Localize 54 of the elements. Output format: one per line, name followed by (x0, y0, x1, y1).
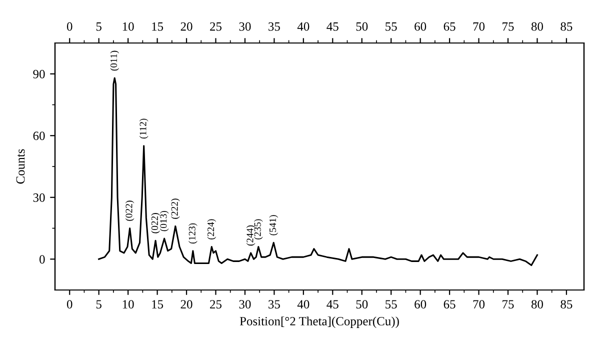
x2-tick-label: 10 (122, 22, 134, 31)
x2-tick-label: 40 (297, 22, 310, 31)
x-tick-label: 5 (96, 300, 102, 309)
x-tick-label: 20 (180, 300, 192, 309)
x2-tick-label: 70 (473, 22, 485, 31)
x2-tick-label: 45 (326, 22, 338, 31)
x2-tick-label: 85 (560, 22, 572, 31)
x2-tick-label: 75 (502, 22, 514, 31)
x-tick-label: 50 (356, 300, 368, 309)
y-axis-title: Counts (16, 149, 25, 184)
annotation: (011) (110, 50, 120, 71)
x-tick-label: 35 (268, 300, 280, 309)
x-tick-label: 75 (502, 300, 514, 309)
x-axis-title: Position[°2 Theta](Copper(Cu)) (240, 316, 399, 328)
x2-tick-label: 60 (414, 22, 426, 31)
annotation: (123) (188, 223, 198, 244)
x-tick-label: 0 (66, 300, 72, 309)
x-tick-label: 70 (473, 300, 485, 309)
y-tick-label: 90 (33, 70, 45, 78)
annotation: (022) (125, 200, 134, 221)
x2-tick-label: 25 (210, 22, 222, 31)
annotation: (112) (139, 118, 148, 139)
x2-tick-label: 80 (531, 22, 544, 31)
x-tick-label: 60 (414, 300, 426, 309)
annotation: (224) (207, 219, 216, 240)
annotation: (244) (246, 225, 256, 246)
x2-tick-label: 15 (152, 22, 164, 31)
x2-tick-label: 50 (356, 22, 368, 31)
x2-tick-label: 65 (444, 22, 456, 31)
x-tick-label: 40 (297, 300, 310, 309)
x-tick-label: 10 (122, 300, 134, 309)
x2-tick-label: 55 (386, 22, 397, 31)
y-tick-label: 60 (33, 132, 45, 140)
x2-tick-label: 35 (268, 22, 280, 31)
y-tick-label: 30 (33, 193, 45, 202)
x2-tick-label: 0 (66, 22, 72, 31)
x-tick-label: 85 (560, 300, 572, 309)
annotation: (022) (151, 213, 160, 234)
x2-tick-label: 20 (180, 22, 192, 31)
x-tick-label: 65 (444, 300, 456, 309)
x-tick-label: 55 (386, 300, 397, 309)
y-tick-label: 0 (40, 255, 45, 264)
x-tick-label: 15 (152, 300, 164, 309)
x2-tick-label: 30 (239, 22, 251, 31)
x-tick-label: 45 (326, 300, 338, 309)
line-series (98, 77, 538, 266)
x2-tick-label: 5 (96, 22, 102, 31)
annotation: (541) (269, 215, 278, 236)
annotation: (013) (160, 210, 169, 232)
annotation: (222) (171, 198, 180, 219)
x-tick-label: 30 (239, 300, 251, 309)
annotation: (235) (254, 219, 263, 240)
x-tick-label: 80 (531, 300, 544, 309)
x-tick-label: 25 (210, 300, 222, 309)
